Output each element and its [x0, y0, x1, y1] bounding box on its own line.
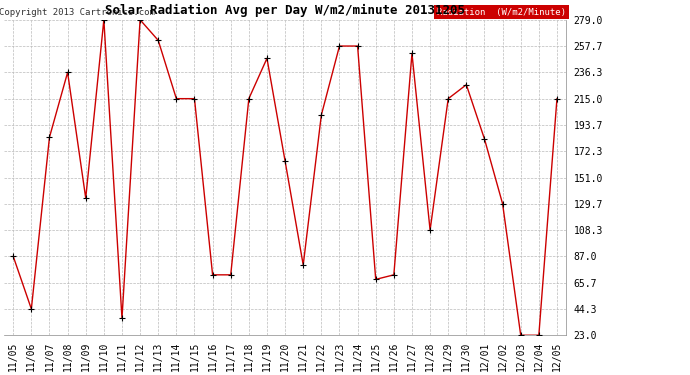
Title: Solar Radiation Avg per Day W/m2/minute 20131205: Solar Radiation Avg per Day W/m2/minute … [105, 4, 465, 17]
Text: Copyright 2013 Cartronics.com: Copyright 2013 Cartronics.com [0, 8, 155, 16]
Text: Radiation  (W/m2/Minute): Radiation (W/m2/Minute) [437, 8, 566, 16]
